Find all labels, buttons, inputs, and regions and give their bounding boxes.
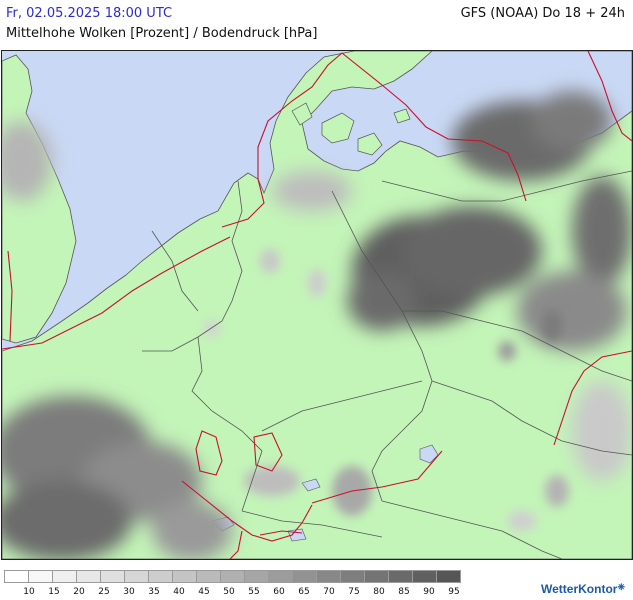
legend-swatch	[316, 570, 341, 583]
legend-label: 55	[248, 587, 260, 597]
legend-swatch	[436, 570, 461, 583]
legend-swatch	[52, 570, 77, 583]
legend-swatch	[220, 570, 245, 583]
legend-swatch	[364, 570, 389, 583]
legend-label: 95	[448, 587, 460, 597]
legend-label: 35	[148, 587, 160, 597]
legend-label: 65	[298, 587, 310, 597]
country-borders	[142, 170, 632, 559]
legend-label: 80	[373, 587, 385, 597]
weather-map	[1, 50, 633, 560]
legend-swatch	[76, 570, 101, 583]
isobars	[2, 51, 632, 559]
map-title: Mittelhohe Wolken [Prozent] / Bodendruck…	[6, 26, 318, 41]
legend-label: 15	[48, 587, 60, 597]
logo-text: WetterKontor	[541, 582, 618, 596]
legend-swatch	[28, 570, 53, 583]
cloud-cover	[2, 91, 632, 559]
legend-swatch	[388, 570, 413, 583]
legend-swatch	[148, 570, 173, 583]
logo-icon: ❈	[617, 582, 625, 592]
legend-label: 75	[348, 587, 360, 597]
forecast-date: Fr, 02.05.2025 18:00 UTC	[6, 6, 173, 21]
cloud-patches	[204, 249, 569, 531]
legend-labels: 10 15 20 25 30 35 40 45 50 55 60 65 70 75 80 85 90 95	[4, 587, 504, 599]
danish-islands	[291, 102, 411, 156]
cloud-cover-legend	[4, 570, 461, 584]
legend-label: 25	[98, 587, 110, 597]
legend-swatch	[196, 570, 221, 583]
model-run: GFS (NOAA) Do 18 + 24h	[460, 6, 625, 21]
legend-label: 50	[223, 587, 235, 597]
legend-label: 90	[423, 587, 435, 597]
legend-swatch	[100, 570, 125, 583]
legend-label: 45	[198, 587, 210, 597]
legend-swatch	[124, 570, 149, 583]
legend-label: 85	[398, 587, 410, 597]
legend-label: 70	[323, 587, 335, 597]
legend-label: 40	[173, 587, 185, 597]
legend-swatch	[292, 570, 317, 583]
wetterkontor-logo[interactable]: WetterKontor❈	[541, 582, 625, 596]
legend-swatch	[268, 570, 293, 583]
legend-label: 10	[23, 587, 35, 597]
legend-swatch	[4, 570, 29, 583]
legend-label: 30	[123, 587, 135, 597]
legend-label: 60	[273, 587, 285, 597]
legend-swatch	[244, 570, 269, 583]
legend-swatch	[172, 570, 197, 583]
legend-swatch	[412, 570, 437, 583]
legend-swatch	[340, 570, 365, 583]
legend-label: 20	[73, 587, 85, 597]
